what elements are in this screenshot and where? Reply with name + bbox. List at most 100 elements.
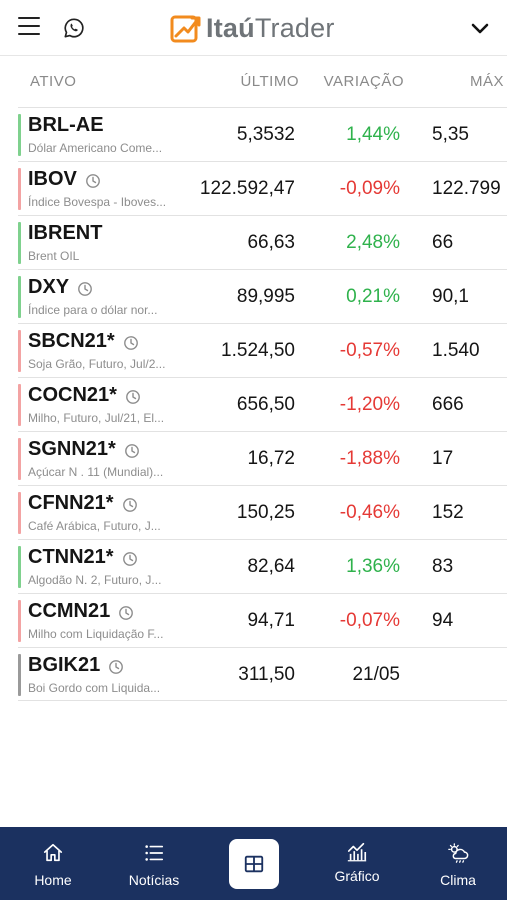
trend-indicator-bar [18,654,21,696]
last-price: 5,3532 [236,124,295,145]
clock-icon [122,550,138,566]
clock-icon [124,442,140,458]
last-price: 150,25 [236,502,295,523]
asset-symbol-text: DXY [28,276,70,298]
clock-icon [108,658,124,674]
nav-grafico[interactable]: Gráfico [327,827,387,900]
chevron-down-icon[interactable] [470,18,490,38]
clock-icon [125,388,141,404]
trend-indicator-bar [18,330,21,372]
whatsapp-icon[interactable] [63,17,85,39]
clock-icon [122,496,138,512]
last-price: 311,50 [238,664,295,685]
asset-row[interactable]: IBRENT Brent OIL 66,63 2,48% 66 [18,215,507,269]
logo-text-light: Trader [254,12,335,43]
asset-description: Soja Grão, Futuro, Jul/2... [28,357,166,371]
home-icon [43,843,63,862]
asset-symbol-text: IBOV [28,168,77,190]
last-price: 66,63 [247,232,295,253]
bottom-nav: Home Notícias Gráfico Clima [0,827,507,900]
asset-description: Boi Gordo com Liquida... [28,681,161,695]
asset-symbol: CFNN21* [28,492,138,515]
asset-description: Índice Bovespa - Iboves... [28,195,167,209]
asset-row[interactable]: IBOV Índice Bovespa - Iboves... 122.592,47… [18,161,507,215]
max-price: 666 [432,394,464,415]
asset-symbol-text: COCN21* [28,384,117,406]
last-price: 82,64 [247,556,295,577]
asset-row[interactable]: DXY Índice para o dólar nor... 89,995 0,21%… [18,269,507,323]
price-change: 0,21% [346,286,400,307]
price-change: 21/05 [352,664,400,685]
last-price: 656,50 [236,394,295,415]
trend-indicator-bar [18,384,21,426]
max-price: 1.540 [432,340,480,361]
column-header: ATIVO ÚLTIMO VARIAÇÃO MÁX [0,56,507,106]
trend-indicator-bar [18,600,21,642]
nav-noticias[interactable]: Notícias [122,827,186,900]
asset-symbol-text: CTNN21* [28,546,114,568]
asset-row[interactable]: SBCN21* Soja Grão, Futuro, Jul/2... 1.524,… [18,323,507,377]
trend-indicator-bar [18,114,21,156]
asset-row[interactable]: CCMN21 Milho com Liquidação F... 94,71 -0,0… [18,593,507,647]
price-change: 1,44% [346,124,400,145]
last-price: 16,72 [247,448,295,469]
max-price: 152 [432,502,464,523]
column-maxima[interactable]: MÁX [470,73,505,90]
column-ativo[interactable]: ATIVO [30,73,77,90]
chart-icon [347,842,367,862]
asset-symbol-text: BGIK21 [28,654,101,676]
asset-symbol-text: BRL-AE [28,114,104,136]
trend-indicator-bar [18,276,21,318]
clock-icon [85,172,101,188]
asset-symbol: BGIK21 [28,654,124,677]
asset-description: Brent OIL [28,249,80,263]
asset-symbol: IBOV [28,168,101,191]
asset-symbol: SBCN21* [28,330,139,353]
asset-symbol-text: SBCN21* [28,330,115,352]
max-price: 94 [432,610,454,631]
app-header: ItaúTrader [0,0,507,56]
column-ultimo[interactable]: ÚLTIMO [240,73,299,90]
trend-indicator-bar [18,438,21,480]
asset-description: Açúcar N . 11 (Mundial)... [28,465,164,479]
asset-row[interactable]: BGIK21 Boi Gordo com Liquida... 311,50 21/0… [18,647,507,701]
asset-description: Milho com Liquidação F... [28,627,164,641]
max-price: 90,1 [432,286,469,307]
logo-text-bold: Itaú [206,12,255,43]
asset-description: Milho, Futuro, Jul/21, El... [28,411,165,425]
clock-icon [123,334,139,350]
price-change: 1,36% [346,556,400,577]
list-icon [145,845,164,861]
asset-row[interactable]: CTNN21* Algodão N. 2, Futuro, J... 82,64 1,… [18,539,507,593]
asset-row[interactable]: SGNN21* Açúcar N . 11 (Mundial)... 16,72 -1… [18,431,507,485]
nav-center-grid-button[interactable] [229,839,279,889]
price-change: -0,07% [339,610,400,631]
asset-description: Índice para o dólar nor... [28,303,158,317]
asset-description: Dólar Americano Come... [28,141,163,155]
nav-clima-label: Clima [440,872,476,888]
price-change: -1,20% [339,394,400,415]
asset-symbol: CCMN21 [28,600,134,623]
asset-symbol: BRL-AE [28,114,104,137]
asset-row[interactable]: BRL-AE Dólar Americano Come... 5,3532 1,44%… [18,107,507,161]
nav-grafico-label: Gráfico [334,868,380,884]
asset-symbol: COCN21* [28,384,141,407]
asset-symbol-text: CCMN21 [28,600,111,622]
last-price: 1.524,50 [221,340,295,361]
nav-home[interactable]: Home [25,827,81,900]
asset-row[interactable]: COCN21* Milho, Futuro, Jul/21, El... 656,5… [18,377,507,431]
clock-icon [77,280,93,296]
nav-clima[interactable]: Clima [430,827,486,900]
asset-row[interactable]: CFNN21* Café Arábica, Futuro, J... 150,25 -… [18,485,507,539]
column-variacao[interactable]: VARIAÇÃO [323,73,404,90]
hamburger-menu-icon[interactable] [18,17,40,37]
max-price: 5,35 [432,124,469,145]
price-change: -1,88% [339,448,400,469]
price-change: -0,46% [339,502,400,523]
grid-icon [244,855,264,873]
asset-description: Algodão N. 2, Futuro, J... [28,573,162,587]
trend-indicator-bar [18,168,21,210]
itau-trader-logo: ItaúTrader [170,10,335,46]
asset-list: BRL-AE Dólar Americano Come... 5,3532 1,44%… [18,107,507,701]
price-change: 2,48% [346,232,400,253]
